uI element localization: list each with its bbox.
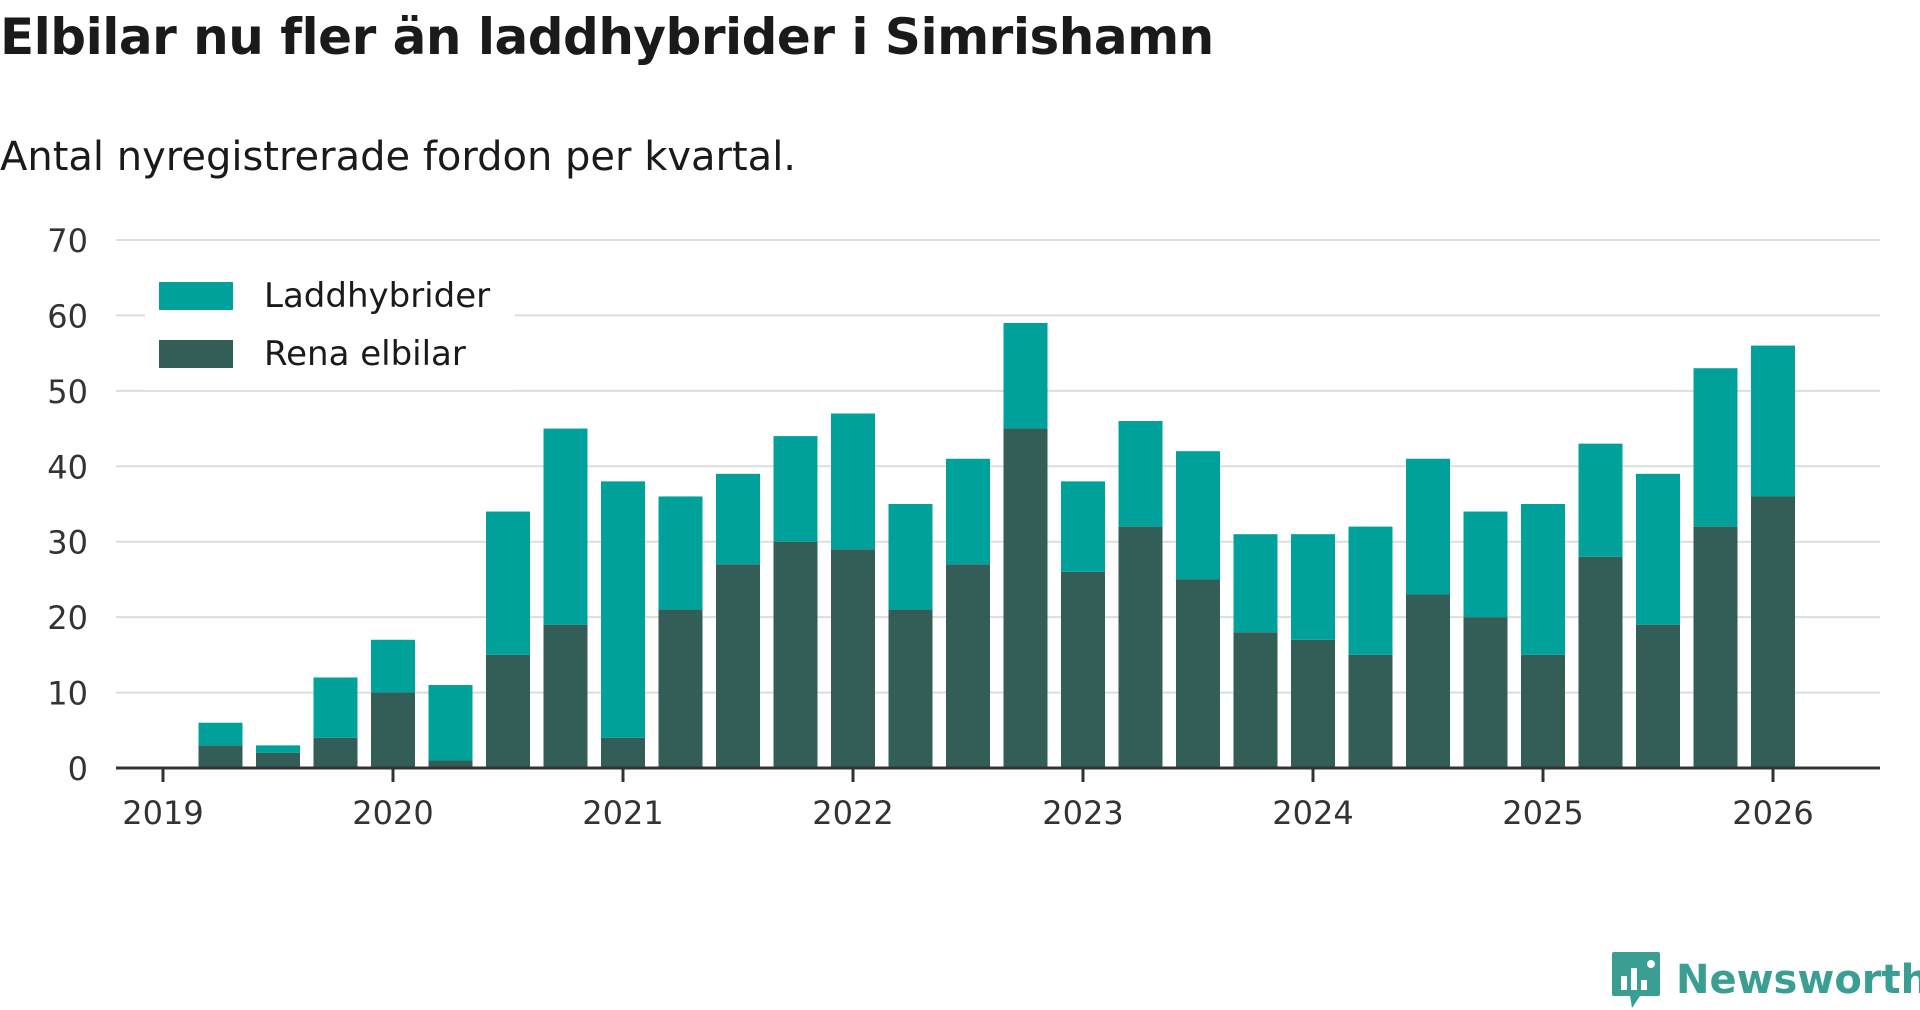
bar-rena-elbilar-2026-q1 bbox=[1751, 496, 1795, 768]
bar-rena-elbilar-2025-q3 bbox=[1636, 624, 1680, 768]
bar-rena-elbilar-2025-q4 bbox=[1693, 526, 1738, 768]
y-tick-label: 50 bbox=[47, 373, 88, 411]
bar-rena-elbilar-2022-q4 bbox=[1003, 428, 1048, 768]
bar-laddhybrider-2024-q4 bbox=[1463, 511, 1508, 618]
bar-laddhybrider-2021-q3 bbox=[716, 473, 760, 565]
bar-rena-elbilar-2020-q2 bbox=[428, 760, 473, 768]
y-tick-label: 60 bbox=[47, 297, 88, 335]
bar-laddhybrider-2024-q2 bbox=[1348, 526, 1393, 655]
x-tick-label: 2024 bbox=[1272, 794, 1353, 832]
bar-rena-elbilar-2022-q3 bbox=[946, 564, 990, 768]
bar-rena-elbilar-2023-q1 bbox=[1061, 571, 1105, 768]
bar-laddhybrider-2022-q4 bbox=[1003, 322, 1048, 429]
legend-label-laddhybrider: Laddhybrider bbox=[264, 276, 490, 316]
x-tick-label: 2026 bbox=[1732, 794, 1813, 832]
stacked-bar-chart: 0 10 20 30 40 50 60 70 2019 2020 2021 2022 2023 2024… bbox=[47, 222, 1880, 832]
legend: Laddhybrider Rena elbilar bbox=[145, 276, 515, 390]
bar-rena-elbilar-2023-q2 bbox=[1118, 526, 1163, 768]
bar-rena-elbilar-2019-q2 bbox=[198, 745, 243, 768]
legend-swatch-laddhybrider bbox=[159, 282, 233, 310]
bar-rena-elbilar-2020-q1 bbox=[371, 692, 415, 768]
bar-laddhybrider-2019-q3 bbox=[256, 745, 300, 753]
bar-rena-elbilar-2023-q4 bbox=[1233, 632, 1278, 768]
bar-laddhybrider-2020-q3 bbox=[486, 511, 530, 655]
bar-laddhybrider-2023-q4 bbox=[1233, 534, 1278, 633]
bar-rena-elbilar-2022-q2 bbox=[888, 609, 933, 768]
bar-laddhybrider-2021-q4 bbox=[773, 436, 818, 542]
bar-rena-elbilar-2019-q3 bbox=[256, 752, 300, 768]
bar-laddhybrider-2025-q4 bbox=[1693, 368, 1738, 527]
bar-laddhybrider-2025-q3 bbox=[1636, 473, 1680, 625]
newsworthy-logo-icon bbox=[1612, 952, 1660, 1008]
brand-name: Newsworthy bbox=[1676, 957, 1920, 1003]
bar-laddhybrider-2021-q2 bbox=[658, 496, 703, 610]
bar-rena-elbilar-2021-q2 bbox=[658, 609, 703, 768]
x-tick-label: 2025 bbox=[1502, 794, 1583, 832]
bar-rena-elbilar-2025-q2 bbox=[1578, 556, 1623, 768]
bar-laddhybrider-2020-q1 bbox=[371, 639, 415, 693]
bar-rena-elbilar-2019-q4 bbox=[313, 737, 358, 768]
chart-subtitle: Antal nyregistrerade fordon per kvartal. bbox=[0, 134, 797, 180]
bar-laddhybrider-2019-q4 bbox=[313, 677, 358, 738]
bar-laddhybrider-2024-q1 bbox=[1291, 534, 1335, 640]
bar-rena-elbilar-2021-q4 bbox=[773, 541, 818, 768]
bar-laddhybrider-2020-q2 bbox=[428, 685, 473, 761]
bar-laddhybrider-2025-q2 bbox=[1578, 443, 1623, 557]
legend-swatch-rena-elbilar bbox=[159, 340, 233, 368]
bar-rena-elbilar-2020-q4 bbox=[543, 624, 588, 768]
bar-rena-elbilar-2022-q1 bbox=[831, 549, 875, 768]
y-tick-label: 0 bbox=[68, 750, 88, 788]
x-tick-label: 2019 bbox=[122, 794, 203, 832]
bar-laddhybrider-2021-q1 bbox=[601, 481, 645, 738]
bar-laddhybrider-2023-q3 bbox=[1176, 451, 1220, 580]
y-axis-ticks: 0 10 20 30 40 50 60 70 bbox=[47, 222, 88, 788]
bar-laddhybrider-2026-q1 bbox=[1751, 345, 1795, 497]
bar-rena-elbilar-2023-q3 bbox=[1176, 579, 1220, 768]
bar-laddhybrider-2024-q3 bbox=[1406, 458, 1450, 595]
x-tick-label: 2021 bbox=[582, 794, 663, 832]
bar-rena-elbilar-2024-q4 bbox=[1463, 617, 1508, 768]
bar-laddhybrider-2023-q2 bbox=[1118, 421, 1163, 527]
y-tick-label: 10 bbox=[47, 675, 88, 713]
bar-laddhybrider-2023-q1 bbox=[1061, 481, 1105, 572]
y-tick-label: 20 bbox=[47, 599, 88, 637]
x-axis-ticks: 2019 2020 2021 2022 2023 2024 2025 2026 bbox=[122, 768, 1814, 832]
bar-laddhybrider-2025-q1 bbox=[1521, 504, 1565, 655]
bar-rena-elbilar-2025-q1 bbox=[1521, 654, 1565, 768]
bar-laddhybrider-2019-q2 bbox=[198, 722, 243, 746]
y-tick-label: 70 bbox=[47, 222, 88, 260]
bar-rena-elbilar-2024-q1 bbox=[1291, 639, 1335, 768]
x-tick-label: 2023 bbox=[1042, 794, 1123, 832]
x-tick-label: 2022 bbox=[812, 794, 893, 832]
x-tick-label: 2020 bbox=[352, 794, 433, 832]
bar-rena-elbilar-2021-q3 bbox=[716, 564, 760, 768]
legend-label-rena-elbilar: Rena elbilar bbox=[264, 334, 466, 374]
bar-rena-elbilar-2024-q2 bbox=[1348, 654, 1393, 768]
y-tick-label: 30 bbox=[47, 524, 88, 562]
bar-laddhybrider-2022-q2 bbox=[888, 504, 933, 610]
bar-rena-elbilar-2020-q3 bbox=[486, 654, 530, 768]
brand-logo: Newsworthy bbox=[1610, 950, 1920, 1010]
bars bbox=[198, 322, 1795, 768]
bar-laddhybrider-2022-q3 bbox=[946, 458, 990, 565]
y-tick-label: 40 bbox=[47, 448, 88, 486]
bar-laddhybrider-2022-q1 bbox=[831, 413, 875, 550]
chart-title: Elbilar nu fler än laddhybrider i Simris… bbox=[0, 8, 1214, 66]
bar-rena-elbilar-2024-q3 bbox=[1406, 594, 1450, 768]
bar-laddhybrider-2020-q4 bbox=[543, 428, 588, 625]
bar-rena-elbilar-2021-q1 bbox=[601, 737, 645, 768]
